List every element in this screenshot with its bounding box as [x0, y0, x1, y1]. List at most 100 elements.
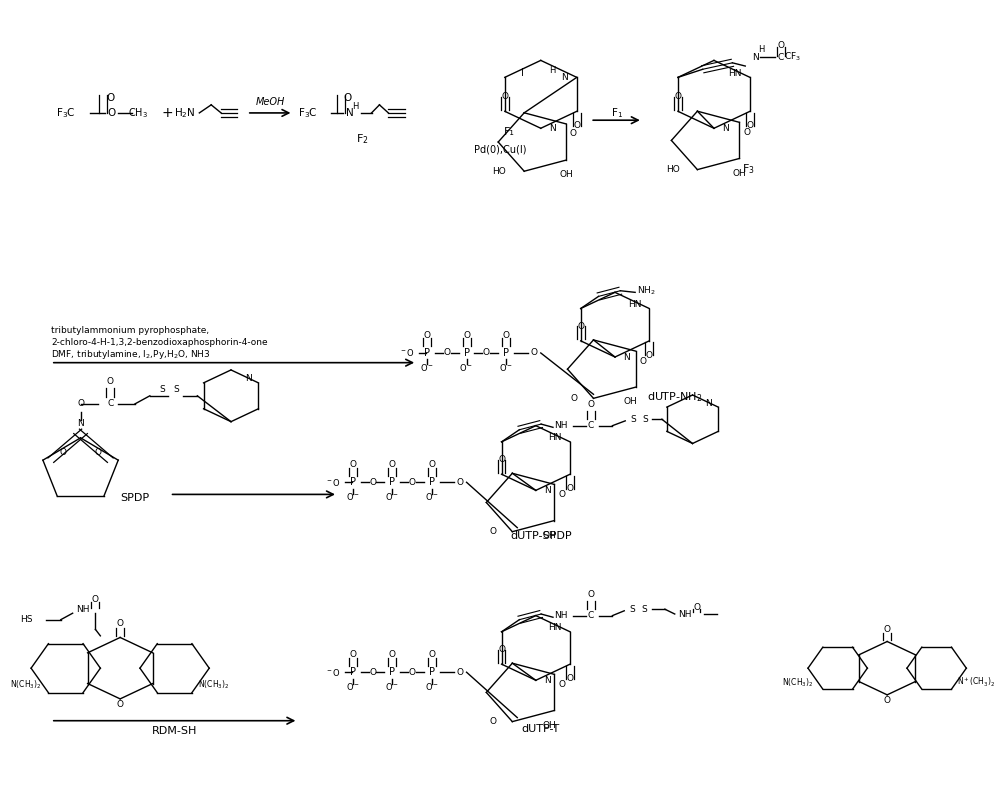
Text: H: H — [549, 67, 555, 75]
Text: $\rm {^-O}$: $\rm {^-O}$ — [325, 477, 341, 487]
Text: DMF, tributylamine, I$_2$,Py,H$_2$O, NH3: DMF, tributylamine, I$_2$,Py,H$_2$O, NH3 — [51, 348, 210, 361]
Text: O: O — [587, 400, 594, 410]
Text: $\rm H_2N$: $\rm H_2N$ — [174, 106, 195, 120]
Text: OH: OH — [543, 530, 556, 539]
Text: S: S — [629, 605, 635, 614]
Text: tributylammonium pyrophosphate,: tributylammonium pyrophosphate, — [51, 326, 209, 335]
Text: O: O — [530, 349, 537, 358]
Text: P: P — [389, 478, 395, 487]
Text: P: P — [429, 667, 435, 677]
Text: O: O — [674, 92, 681, 101]
Text: N: N — [544, 486, 551, 495]
Text: O: O — [106, 93, 114, 103]
Text: HO: HO — [493, 167, 506, 176]
Text: S: S — [630, 414, 636, 423]
Text: OH: OH — [559, 170, 573, 179]
Text: $\rm N(CH_3)_2$: $\rm N(CH_3)_2$ — [10, 678, 42, 691]
Text: $\rm N(CH_3)_2$: $\rm N(CH_3)_2$ — [782, 676, 814, 689]
Text: HN: HN — [549, 624, 562, 633]
Text: O: O — [107, 108, 115, 118]
Text: O: O — [587, 590, 594, 599]
Text: O: O — [59, 448, 66, 457]
Text: NH: NH — [678, 610, 691, 619]
Text: O: O — [646, 351, 653, 360]
Text: $\rm O^-$: $\rm O^-$ — [346, 491, 360, 502]
Text: $\rm N(CH_3)_2$: $\rm N(CH_3)_2$ — [198, 678, 230, 691]
Text: O: O — [409, 667, 416, 676]
Text: $\rm CF_3$: $\rm CF_3$ — [784, 51, 801, 63]
Text: O: O — [456, 478, 463, 487]
Text: $\rm {^-O}$: $\rm {^-O}$ — [399, 347, 415, 358]
Text: $\rm O^-$: $\rm O^-$ — [425, 491, 439, 502]
Text: S: S — [174, 385, 179, 394]
Text: $\rm O^-$: $\rm O^-$ — [385, 681, 399, 693]
Text: OH: OH — [733, 169, 746, 178]
Text: N: N — [346, 108, 354, 118]
Text: $\rm F_3C$: $\rm F_3C$ — [298, 106, 318, 120]
Text: O: O — [456, 667, 463, 676]
Text: P: P — [424, 348, 430, 358]
Text: OH: OH — [624, 397, 637, 406]
Text: O: O — [95, 448, 102, 457]
Text: P: P — [464, 348, 470, 358]
Text: C: C — [587, 611, 594, 620]
Text: O: O — [349, 460, 356, 469]
Text: O: O — [423, 331, 430, 340]
Text: O: O — [77, 399, 84, 409]
Text: O: O — [573, 122, 580, 131]
Text: S: S — [641, 605, 647, 614]
Text: N: N — [77, 418, 84, 427]
Text: O: O — [777, 41, 784, 49]
Text: O: O — [349, 650, 356, 659]
Text: $\rm O^-$: $\rm O^-$ — [459, 362, 474, 373]
Text: O: O — [344, 93, 352, 103]
Text: O: O — [117, 700, 124, 709]
Text: C: C — [778, 53, 784, 62]
Text: O: O — [483, 349, 490, 358]
Text: HN: HN — [728, 69, 742, 78]
Text: 2-chloro-4-H-1,3,2-benzodioxaphosphorin-4-one: 2-chloro-4-H-1,3,2-benzodioxaphosphorin-… — [51, 338, 267, 347]
Text: O: O — [498, 645, 505, 654]
Text: dUTP-T: dUTP-T — [522, 723, 560, 734]
Text: +: + — [162, 106, 173, 120]
Text: O: O — [389, 650, 396, 659]
Text: N: N — [705, 398, 712, 408]
Text: $\rm O^-$: $\rm O^-$ — [499, 362, 513, 373]
Text: O: O — [884, 696, 891, 705]
Text: S: S — [642, 414, 648, 423]
Text: N: N — [562, 73, 568, 82]
Text: $\rm N^+(CH_3)_2$: $\rm N^+(CH_3)_2$ — [957, 676, 995, 689]
Text: F₁: F₁ — [504, 127, 515, 137]
Text: Pd(0),Cu(I): Pd(0),Cu(I) — [474, 144, 526, 154]
Text: N: N — [245, 375, 252, 384]
Text: O: O — [92, 595, 99, 604]
Text: P: P — [389, 667, 395, 677]
Text: P: P — [350, 478, 356, 487]
Text: I: I — [521, 68, 524, 79]
Text: $\rm NH_2$: $\rm NH_2$ — [637, 285, 656, 297]
Text: O: O — [369, 667, 376, 676]
Text: O: O — [743, 128, 750, 137]
Text: O: O — [558, 490, 565, 499]
Text: O: O — [489, 717, 496, 726]
Text: O: O — [428, 460, 435, 469]
Text: P: P — [503, 348, 509, 358]
Text: $\rm F_1$: $\rm F_1$ — [611, 106, 623, 120]
Text: $\rm {^-O}$: $\rm {^-O}$ — [325, 667, 341, 678]
Text: O: O — [498, 455, 505, 464]
Text: O: O — [117, 620, 124, 629]
Text: O: O — [428, 650, 435, 659]
Text: RDM-SH: RDM-SH — [152, 726, 197, 736]
Text: NH: NH — [76, 606, 89, 615]
Text: HN: HN — [549, 433, 562, 442]
Text: O: O — [369, 478, 376, 487]
Text: H: H — [758, 45, 764, 54]
Text: $\rm F_3$: $\rm F_3$ — [742, 162, 755, 177]
Text: MeOH: MeOH — [256, 97, 285, 107]
Text: O: O — [489, 527, 496, 536]
Text: N: N — [623, 353, 630, 362]
Text: N: N — [544, 676, 551, 684]
Text: SPDP: SPDP — [120, 493, 150, 504]
Text: O: O — [501, 92, 508, 101]
Text: $\rm O^-$: $\rm O^-$ — [346, 681, 360, 693]
